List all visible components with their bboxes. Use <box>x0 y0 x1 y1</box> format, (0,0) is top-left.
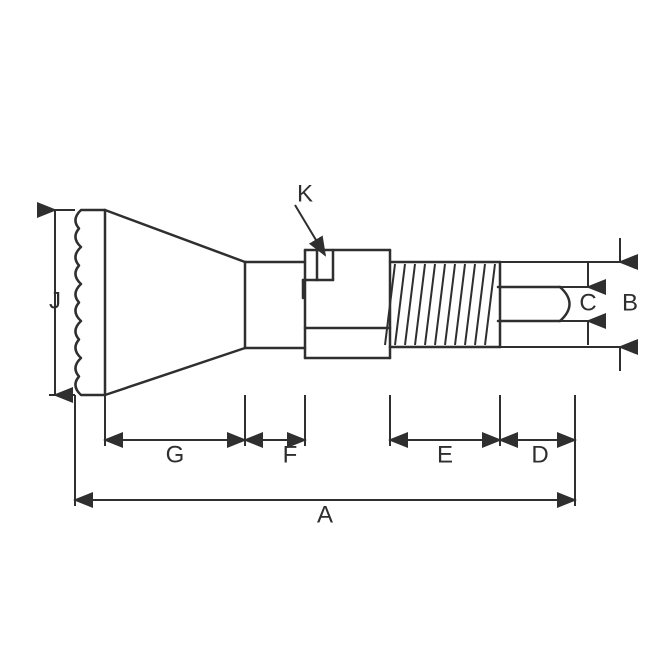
dim-label-K: K <box>297 180 313 207</box>
part-outline <box>75 210 569 395</box>
thread-hatch <box>385 264 495 345</box>
dim-label-C: C <box>579 289 596 316</box>
dim-label-J: J <box>49 287 61 314</box>
dim-label-G: G <box>166 441 185 468</box>
technical-drawing: A G F E D J BC K <box>0 0 670 670</box>
dim-label-B: B <box>622 289 638 316</box>
dim-label-E: E <box>437 441 453 468</box>
dim-label-D: D <box>531 441 548 468</box>
dimensions: A G F E D J BC K <box>49 180 638 528</box>
dim-label-A: A <box>317 501 333 528</box>
dim-label-F: F <box>283 441 298 468</box>
